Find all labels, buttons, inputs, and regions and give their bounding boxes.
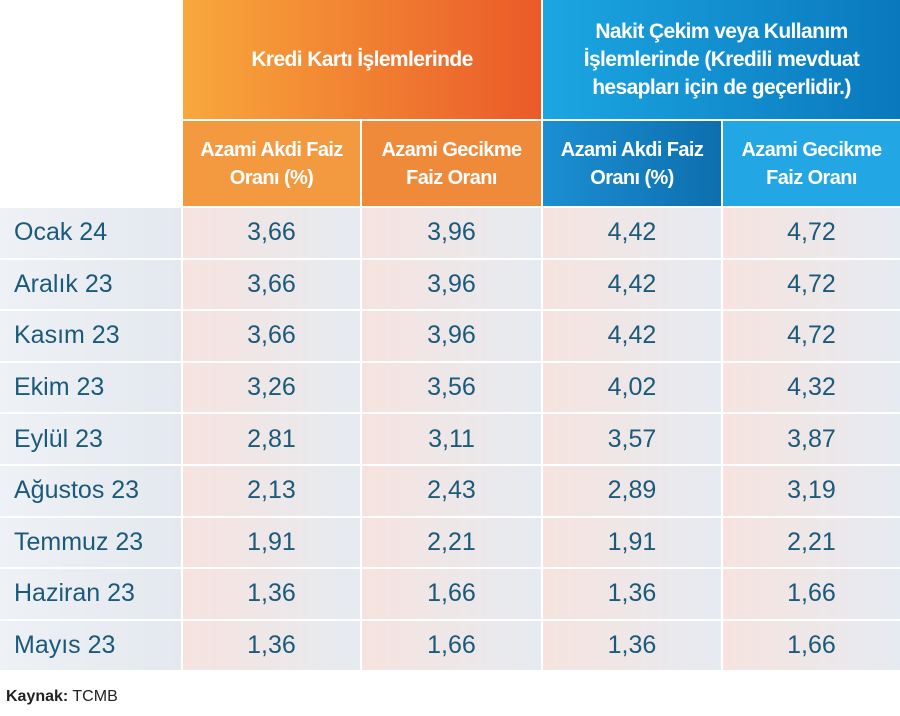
column-header: Azami Akdi Faiz Oranı (%) — [183, 121, 360, 206]
table-cell: 1,36 — [543, 569, 721, 619]
row-label: Eylül 23 — [0, 414, 181, 464]
column-header: Azami Akdi Faiz Oranı (%) — [543, 121, 721, 206]
table-cell: 1,66 — [723, 620, 900, 671]
table-cell: 3,11 — [362, 414, 541, 464]
table-cell: 1,36 — [183, 569, 360, 619]
table-cell: 2,81 — [183, 414, 360, 464]
table-cell: 3,96 — [362, 311, 541, 361]
table-cell: 3,66 — [183, 259, 360, 310]
table-cell: 2,43 — [362, 466, 541, 516]
table-cell: 2,21 — [723, 517, 900, 568]
table-cell: 1,91 — [183, 517, 360, 568]
table-cell: 4,72 — [723, 259, 900, 310]
row-label: Ağustos 23 — [0, 466, 181, 516]
column-header: Azami Gecikme Faiz Oranı — [723, 121, 900, 206]
source-text: TCMB — [72, 688, 118, 705]
table-cell: 3,57 — [543, 414, 721, 464]
table-cell: 4,32 — [723, 362, 900, 413]
table-cell: 1,91 — [543, 517, 721, 568]
table-cell: 3,66 — [183, 208, 360, 258]
table-cell: 3,96 — [362, 208, 541, 258]
row-label: Ekim 23 — [0, 362, 181, 413]
table-cell: 4,42 — [543, 311, 721, 361]
table-cell: 2,21 — [362, 517, 541, 568]
table-cell: 1,36 — [183, 620, 360, 671]
table-cell: 1,36 — [543, 620, 721, 671]
group-header: Kredi Kartı İşlemlerinde — [183, 0, 541, 119]
table-cell: 3,96 — [362, 259, 541, 310]
table-cell: 4,42 — [543, 259, 721, 310]
source: Kaynak: TCMB — [6, 688, 118, 706]
table-cell: 1,66 — [362, 569, 541, 619]
table-cell: 2,89 — [543, 466, 721, 516]
table-cell: 2,13 — [183, 466, 360, 516]
table-cell: 1,66 — [362, 620, 541, 671]
table-cell: 3,66 — [183, 311, 360, 361]
table-cell: 3,87 — [723, 414, 900, 464]
table-cell: 1,66 — [723, 569, 900, 619]
row-label: Ocak 24 — [0, 208, 181, 258]
group-header: Nakit Çekim veya Kullanım İşlemlerinde (… — [543, 0, 900, 119]
table-cell: 3,56 — [362, 362, 541, 413]
column-header: Azami Gecikme Faiz Oranı — [362, 121, 541, 206]
table-cell: 4,72 — [723, 311, 900, 361]
table-cell: 4,72 — [723, 208, 900, 258]
row-label: Aralık 23 — [0, 259, 181, 310]
table-cell: 4,42 — [543, 208, 721, 258]
source-label: Kaynak: — [6, 688, 69, 705]
table-cell: 4,02 — [543, 362, 721, 413]
table-cell: 3,26 — [183, 362, 360, 413]
table-cell: 3,19 — [723, 466, 900, 516]
row-label: Mayıs 23 — [0, 620, 181, 671]
row-label: Kasım 23 — [0, 311, 181, 361]
row-label: Haziran 23 — [0, 569, 181, 619]
row-label: Temmuz 23 — [0, 517, 181, 568]
